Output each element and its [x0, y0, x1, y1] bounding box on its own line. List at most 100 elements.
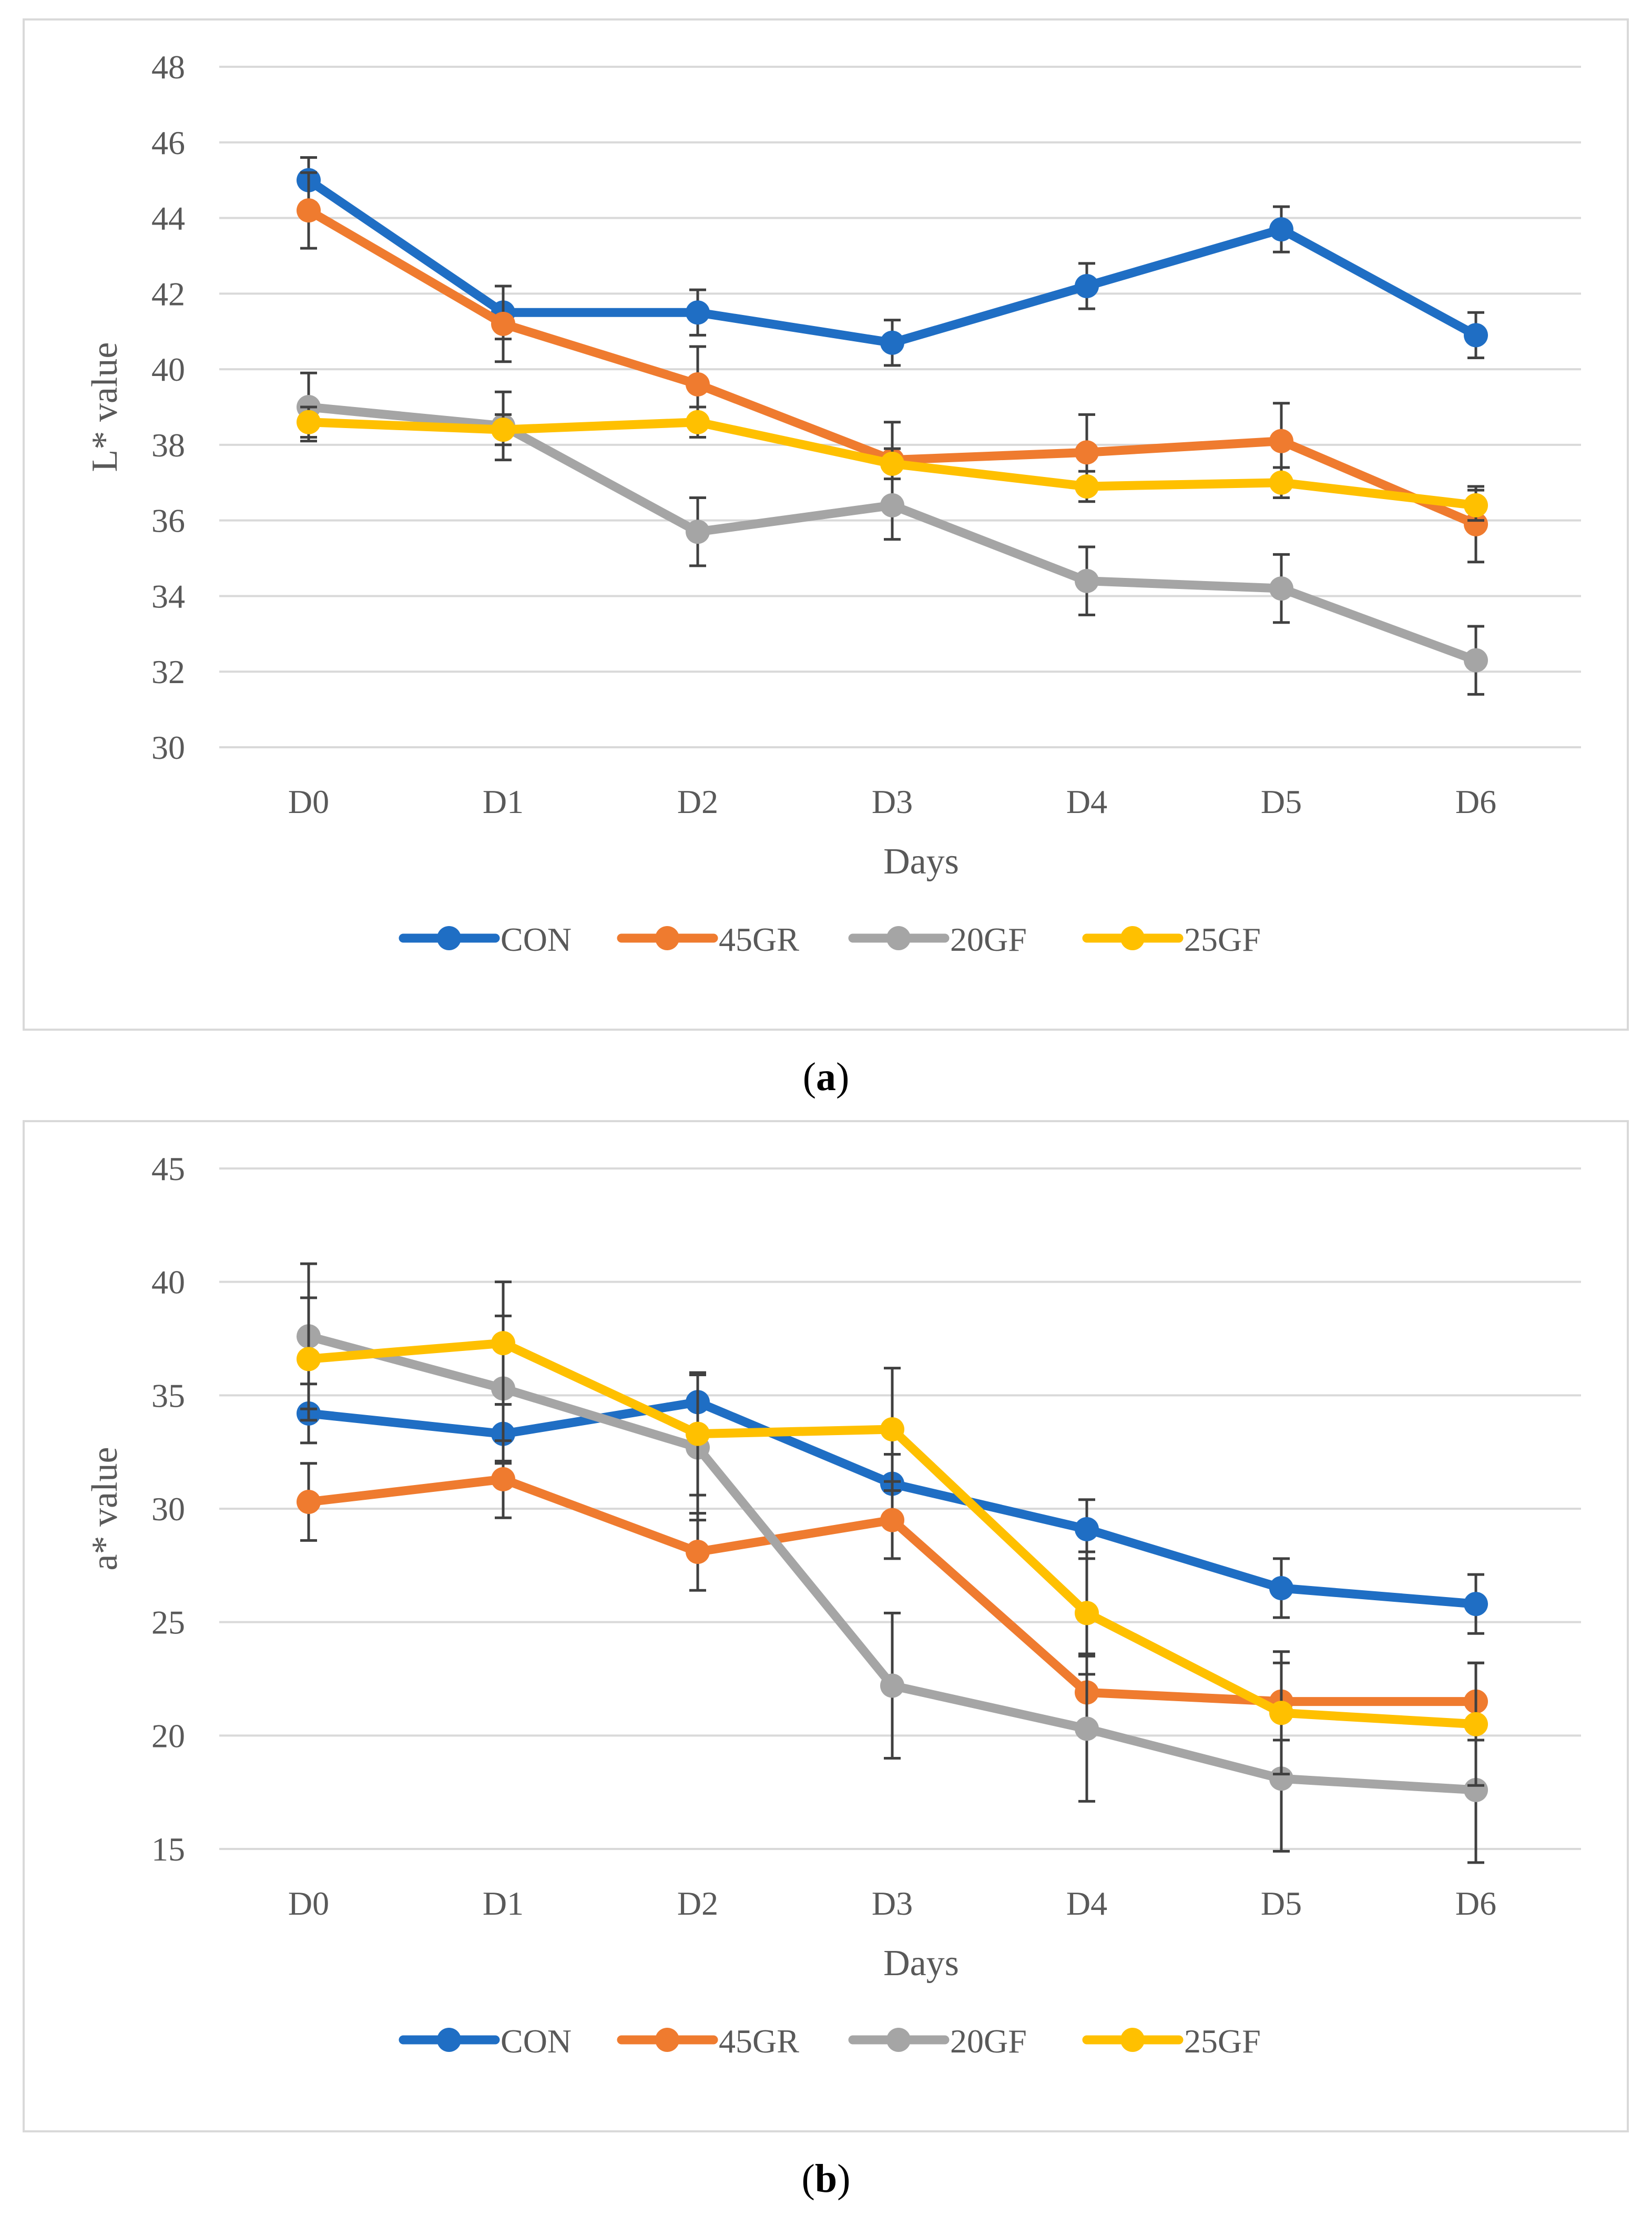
x-tick-label: D5 [1261, 1885, 1302, 1922]
data-point [297, 410, 321, 434]
data-point [880, 1417, 904, 1442]
legend-swatch-marker [437, 926, 461, 950]
data-point [297, 1347, 321, 1371]
y-tick-label: 32 [151, 653, 185, 690]
legend-label: 25GF [1184, 2022, 1261, 2060]
data-point [1269, 1701, 1293, 1725]
x-tick-label: D0 [288, 783, 329, 820]
y-tick-label: 45 [151, 1150, 185, 1187]
data-point [491, 311, 515, 336]
y-tick-label: 40 [151, 351, 185, 388]
legend-swatch-marker [1120, 2028, 1145, 2052]
legend-swatch-marker [655, 926, 679, 950]
y-axis-title: L* value [85, 342, 125, 472]
caption-a-letter: a [816, 1055, 836, 1099]
data-point [1464, 323, 1488, 348]
y-tick-label: 36 [151, 502, 185, 540]
legend-swatch-marker [437, 2028, 461, 2052]
data-point [1075, 273, 1099, 298]
y-tick-label: 30 [151, 1490, 185, 1528]
data-point [1269, 217, 1293, 242]
y-tick-label: 46 [151, 124, 185, 161]
data-point [1269, 1766, 1293, 1791]
x-tick-label: D6 [1455, 1885, 1496, 1922]
y-tick-label: 25 [151, 1604, 185, 1641]
x-tick-label: D3 [872, 1885, 913, 1922]
y-tick-label: 48 [151, 48, 185, 86]
y-axis-title: a* value [85, 1447, 125, 1570]
x-tick-label: D4 [1066, 783, 1107, 820]
data-point [297, 198, 321, 223]
y-tick-label: 40 [151, 1264, 185, 1301]
data-point [1269, 429, 1293, 453]
data-point [297, 1490, 321, 1515]
legend-label: 45GR [719, 921, 799, 958]
data-point [491, 1467, 515, 1491]
y-tick-label: 42 [151, 275, 185, 312]
legend-label: CON [501, 2022, 572, 2060]
legend-swatch-marker [886, 926, 911, 950]
x-tick-label: D3 [872, 783, 913, 820]
data-point [880, 330, 904, 355]
x-tick-label: D4 [1066, 1885, 1107, 1922]
y-tick-label: 34 [151, 577, 185, 615]
series-25GF [297, 1280, 1488, 1787]
data-point [1464, 512, 1488, 536]
x-tick-label: D1 [483, 1885, 524, 1922]
legend-label: 20GF [950, 2022, 1027, 2060]
data-point [880, 1508, 904, 1532]
data-point [1075, 1517, 1099, 1541]
chart-b-svg: 15 20 25 30 35 40 45 D0 D1 D2 D3 D4 D5 D6 Days a* value… [85, 1150, 1581, 2060]
legend-label: CON [501, 921, 572, 958]
x-tick-label: D2 [677, 783, 718, 820]
series-25GF [297, 405, 1488, 522]
data-point [1464, 1712, 1488, 1736]
x-tick-label: D6 [1455, 783, 1496, 820]
y-tick-label: 38 [151, 426, 185, 464]
series-CON [297, 156, 1488, 367]
legend-swatch-marker [1120, 926, 1145, 950]
caption-b: (b) [801, 2157, 851, 2201]
y-tick-label: 35 [151, 1377, 185, 1414]
caption-b-letter: b [814, 2157, 838, 2201]
legend-swatch-marker [655, 2028, 679, 2052]
caption-a: (a) [802, 1055, 850, 1099]
y-tick-label: 15 [151, 1831, 185, 1868]
data-point [1269, 470, 1293, 495]
y-tick-label: 30 [151, 729, 185, 766]
data-point [1464, 493, 1488, 517]
data-point [686, 410, 710, 434]
series-line [304, 176, 1481, 348]
data-point [1075, 568, 1099, 593]
data-point [1075, 1716, 1099, 1741]
data-point [1075, 474, 1099, 499]
data-point [686, 1539, 710, 1564]
data-point [1464, 1777, 1488, 1802]
data-point [1464, 1592, 1488, 1617]
data-point [686, 300, 710, 325]
data-point [491, 418, 515, 442]
series-20GF [297, 1262, 1488, 1864]
data-point [686, 372, 710, 397]
x-tick-label: D5 [1261, 783, 1302, 820]
data-point [1269, 1576, 1293, 1600]
x-tick-label: D2 [677, 1885, 718, 1922]
x-axis-title: Days [883, 1943, 959, 1984]
x-tick-label: D1 [483, 783, 524, 820]
data-point [1075, 1601, 1099, 1625]
data-point [880, 493, 904, 517]
data-point [491, 1331, 515, 1356]
data-point [686, 520, 710, 544]
data-point [686, 1421, 710, 1446]
chart-panel-a: 30 32 34 36 38 40 42 44 46 48 D0 D1 D2 D3 D4 D5 D6 Days L*… [23, 18, 1629, 1031]
data-point [1464, 648, 1488, 673]
chart-panel-b: 15 20 25 30 35 40 45 D0 D1 D2 D3 D4 D5 D6 Days a* value… [23, 1120, 1629, 2132]
legend-label: 25GF [1184, 921, 1261, 958]
data-point [1269, 576, 1293, 601]
chart-a-svg: 30 32 34 36 38 40 42 44 46 48 D0 D1 D2 D3 D4 D5 D6 Days L*… [85, 48, 1581, 958]
x-tick-label: D0 [288, 1885, 329, 1922]
data-point [880, 451, 904, 476]
y-tick-label: 44 [151, 200, 185, 237]
legend-label: 45GR [719, 2022, 799, 2060]
data-point [880, 1673, 904, 1698]
